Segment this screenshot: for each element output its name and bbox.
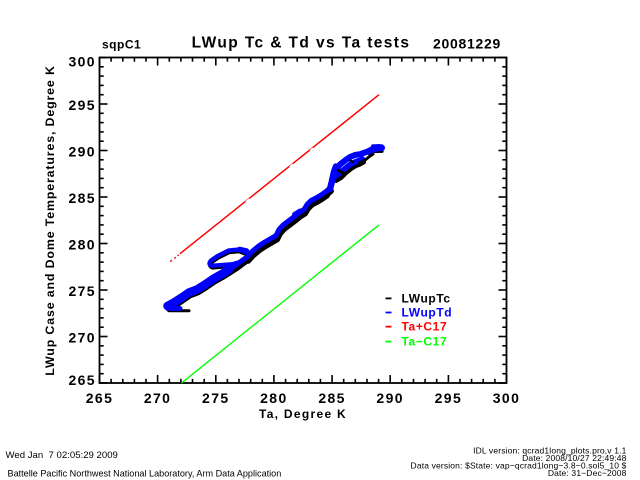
svg-text:270: 270 [68,330,96,346]
svg-text:Battelle Pacific Northwest Nat: Battelle Pacific Northwest National Labo… [8,469,282,479]
svg-text:Date: 2008/10/27 22:49:48: Date: 2008/10/27 22:49:48 [522,453,627,463]
svg-text:300: 300 [493,390,521,406]
svg-text:275: 275 [202,390,230,406]
svg-text:290: 290 [376,390,404,406]
svg-text:300: 300 [68,54,96,70]
svg-text:295: 295 [68,97,96,113]
svg-text:Date: 31−Dec−2008: Date: 31−Dec−2008 [548,468,627,478]
svg-text:sqpC1: sqpC1 [102,38,141,52]
svg-text:265: 265 [68,372,96,388]
svg-text:285: 285 [318,390,346,406]
svg-text:295: 295 [435,390,463,406]
svg-text:20081229: 20081229 [433,36,501,52]
svg-text:LWupTc: LWupTc [402,291,451,305]
svg-text:270: 270 [144,390,172,406]
svg-text:Wed Jan 7 02:05:29 2009: Wed Jan 7 02:05:29 2009 [6,450,118,461]
svg-text:275: 275 [68,283,96,299]
svg-text:Data version: $State: vap−qcra: Data version: $State: vap−qcrad1long−3.8… [411,460,627,470]
svg-text:280: 280 [260,390,288,406]
svg-text:Ta, Degree K: Ta, Degree K [259,407,347,421]
svg-text:LWup Case and Dome Temperature: LWup Case and Dome Temperatures, Degree … [43,65,57,376]
svg-text:290: 290 [68,144,96,160]
svg-text:265: 265 [86,390,114,406]
svg-text:280: 280 [68,237,96,253]
svg-text:IDL version: qcrad1long_plots.: IDL version: qcrad1long_plots.pro,v 1.1 [473,445,627,455]
svg-text:Ta+C17: Ta+C17 [402,320,448,334]
svg-text:285: 285 [68,190,96,206]
svg-text:LWupTd: LWupTd [402,306,453,320]
svg-text:LWup Tc & Td vs Ta tests: LWup Tc & Td vs Ta tests [192,35,411,52]
svg-text:Ta−C17: Ta−C17 [402,335,448,349]
